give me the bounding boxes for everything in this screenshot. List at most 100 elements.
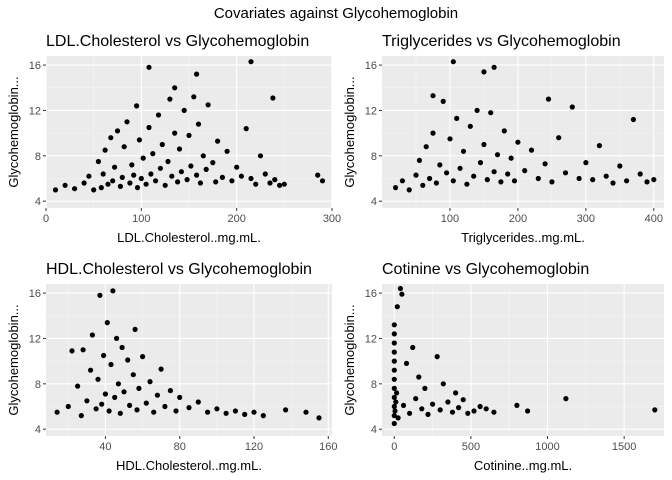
- data-point: [69, 348, 75, 354]
- data-point: [391, 331, 397, 337]
- y-tick-label: 16: [29, 288, 41, 300]
- data-point: [176, 146, 183, 152]
- data-point: [52, 187, 59, 193]
- plot-background: [382, 284, 664, 436]
- plot-background: [46, 284, 332, 436]
- data-point: [590, 177, 596, 183]
- data-point: [191, 94, 197, 100]
- data-point: [114, 335, 120, 341]
- data-point: [195, 121, 202, 127]
- data-point: [72, 186, 78, 192]
- data-point: [283, 407, 289, 413]
- data-point: [483, 406, 489, 412]
- data-point: [393, 399, 399, 405]
- figure-title: Covariates against Glycohemoglobin: [214, 5, 458, 22]
- data-point: [267, 180, 273, 186]
- data-point: [121, 389, 127, 395]
- panel-2: 100 200 300 400 4 8 12 16 Triglycerides vs Glyco…: [342, 33, 664, 245]
- data-point: [132, 326, 138, 332]
- panel-title: Cotinine vs Glycohemoglobin: [382, 261, 589, 278]
- data-point: [410, 344, 416, 351]
- x-axis-label: Cotinine..mg.mL.: [474, 458, 572, 473]
- data-point: [430, 93, 436, 99]
- data-point: [172, 85, 178, 91]
- y-tick-label: 4: [371, 196, 377, 208]
- panel-3: 40 80 120 160 4 8 12 16 HDL.Cholesterol vs Glyco…: [6, 261, 337, 473]
- data-point: [224, 148, 230, 154]
- data-point: [535, 175, 541, 182]
- data-point: [465, 410, 471, 416]
- data-point: [481, 69, 487, 75]
- data-point: [140, 354, 146, 360]
- data-point: [399, 178, 405, 184]
- data-point: [257, 153, 264, 159]
- data-point: [119, 344, 125, 351]
- x-tick-label: 200: [509, 213, 527, 225]
- data-point: [175, 179, 181, 185]
- data-point: [270, 95, 276, 101]
- data-point: [88, 367, 94, 373]
- x-tick-label: 300: [577, 213, 595, 225]
- data-point: [522, 168, 528, 174]
- data-point: [450, 59, 456, 65]
- data-point: [391, 340, 397, 346]
- data-point: [205, 102, 211, 108]
- data-point: [106, 408, 112, 414]
- data-point: [102, 391, 108, 397]
- y-axis-label: Glycohemoglobin...: [6, 76, 21, 187]
- data-point: [505, 171, 511, 177]
- data-point: [272, 177, 278, 183]
- data-point: [162, 403, 168, 410]
- data-point: [281, 181, 287, 187]
- data-point: [491, 64, 497, 70]
- data-point: [303, 409, 309, 415]
- data-point: [242, 411, 248, 417]
- y-tick-label: 8: [371, 151, 377, 163]
- data-point: [394, 390, 400, 396]
- data-point: [391, 403, 397, 410]
- data-point: [454, 115, 460, 121]
- data-point: [104, 320, 110, 326]
- data-point: [102, 147, 108, 153]
- data-point: [95, 376, 101, 382]
- x-tick-label: 1000: [535, 441, 559, 453]
- data-point: [117, 410, 123, 416]
- data-point: [440, 381, 446, 387]
- data-point: [251, 409, 257, 415]
- y-tick-label: 4: [35, 424, 41, 436]
- data-point: [525, 408, 531, 414]
- data-point: [596, 143, 603, 149]
- data-point: [169, 173, 175, 179]
- data-point: [157, 165, 163, 171]
- data-point: [146, 124, 152, 131]
- data-point: [150, 151, 156, 157]
- data-point: [100, 171, 106, 177]
- data-point: [177, 394, 183, 400]
- data-point: [121, 144, 127, 150]
- data-point: [203, 166, 209, 172]
- data-point: [130, 372, 136, 378]
- data-point: [563, 396, 569, 402]
- panel-1: 0 100 200 300 4 8 12 16 LDL.Cholesterol vs Glyco…: [6, 33, 341, 245]
- y-tick-label: 8: [35, 379, 41, 391]
- data-point: [125, 357, 131, 363]
- data-point: [167, 388, 173, 394]
- panel-title: LDL.Cholesterol vs Glycohemoglobin: [46, 33, 309, 50]
- y-axis-label: Glycohemoglobin...: [342, 76, 357, 187]
- data-point: [514, 402, 520, 408]
- data-point: [181, 107, 187, 113]
- data-point: [624, 178, 630, 184]
- data-point: [392, 408, 398, 414]
- data-point: [400, 402, 407, 408]
- data-point: [78, 413, 84, 419]
- data-point: [562, 170, 569, 176]
- data-point: [112, 394, 118, 400]
- data-point: [419, 406, 425, 412]
- data-point: [81, 180, 87, 186]
- data-point: [576, 175, 582, 182]
- data-point: [391, 413, 397, 419]
- data-point: [391, 376, 397, 382]
- data-point: [194, 71, 200, 77]
- data-point: [223, 410, 229, 416]
- data-point: [630, 116, 637, 123]
